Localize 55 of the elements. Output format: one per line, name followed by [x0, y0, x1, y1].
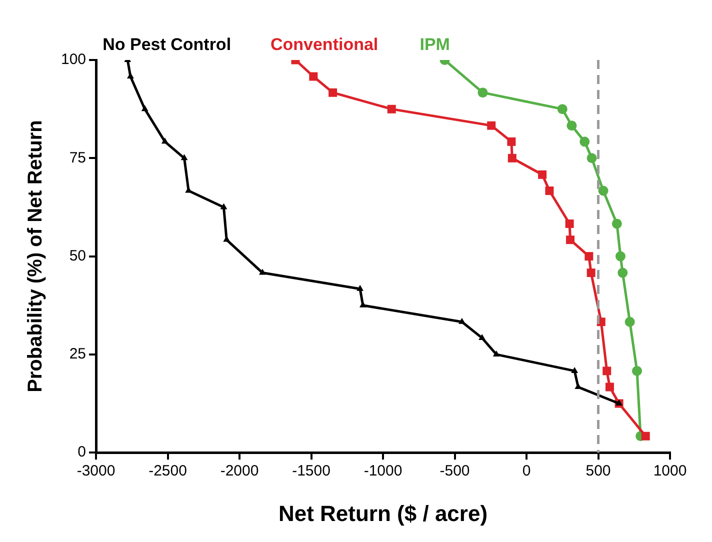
x-tick-label: 500 [586, 462, 611, 480]
x-tick-label: -500 [440, 462, 470, 480]
x-tick-label: -2000 [220, 462, 259, 480]
point [612, 218, 622, 229]
point [538, 170, 547, 179]
point [618, 268, 628, 278]
point [259, 268, 266, 275]
point [624, 316, 635, 327]
point [141, 105, 148, 112]
point [487, 121, 496, 130]
point [387, 104, 396, 114]
point [584, 252, 594, 261]
point [507, 137, 516, 146]
point [615, 251, 626, 262]
x-tick-label: -1000 [364, 462, 402, 480]
point [641, 432, 650, 440]
point [580, 136, 590, 147]
y-tick-label: 100 [60, 51, 86, 68]
y-tick-label: 25 [69, 346, 86, 363]
point [605, 382, 614, 392]
point [598, 186, 608, 196]
point [478, 334, 486, 340]
point [571, 366, 578, 373]
point [566, 120, 577, 131]
y-tick-label: 0 [78, 444, 86, 461]
series-label: Conventional [270, 35, 378, 54]
point [180, 154, 188, 160]
point [328, 88, 338, 97]
y-tick-label: 75 [69, 149, 86, 166]
point [458, 318, 466, 324]
x-tick-label: -1500 [292, 462, 330, 480]
x-tick-label: -2500 [148, 462, 187, 480]
x-tick-label: -3000 [76, 462, 116, 480]
series-label: No Pest Control [102, 35, 232, 54]
x-tick-label: 0 [522, 462, 531, 480]
point [566, 236, 575, 244]
series-label: IPM [420, 35, 450, 54]
point [586, 268, 596, 278]
y-axis-title: Probability (%) of Net Return [24, 120, 47, 392]
point [508, 154, 516, 162]
point [492, 350, 500, 356]
point [557, 104, 568, 114]
point [602, 366, 612, 376]
point [220, 203, 228, 210]
point [632, 366, 642, 376]
point [356, 284, 364, 291]
point [161, 138, 168, 144]
point [478, 88, 488, 98]
point [545, 186, 554, 195]
point [586, 153, 597, 164]
x-tick-label: 1000 [653, 462, 687, 480]
x-axis-title: Net Return ($ / acre) [278, 500, 488, 526]
point [309, 72, 318, 81]
point [565, 219, 574, 228]
y-tick-label: 50 [69, 247, 86, 264]
